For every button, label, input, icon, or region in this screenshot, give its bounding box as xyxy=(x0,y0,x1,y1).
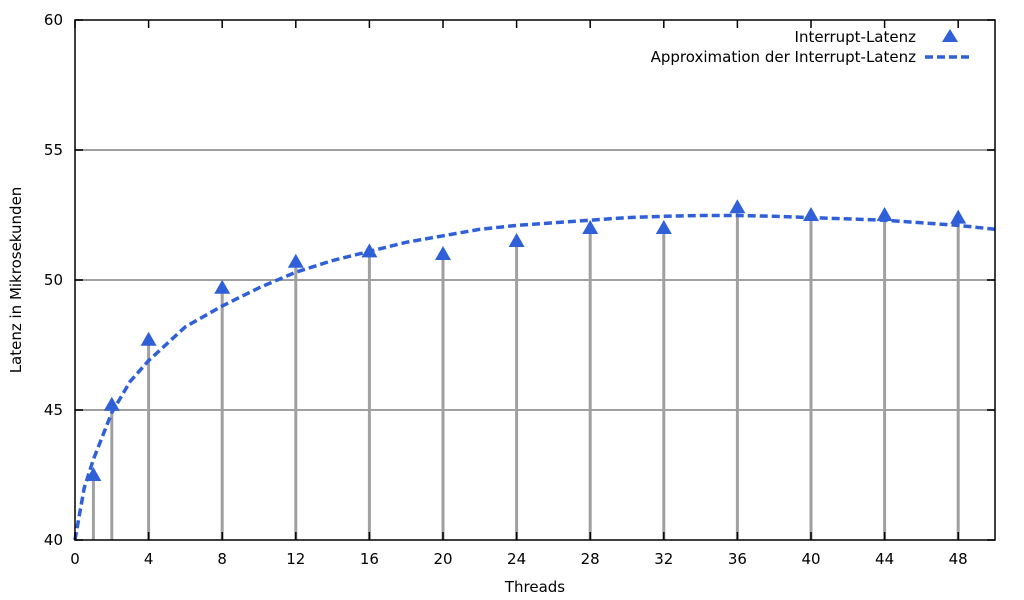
legend-marker-triangle-icon xyxy=(942,29,958,42)
y-tick-label: 50 xyxy=(44,271,63,289)
approximation-curve xyxy=(73,213,996,541)
legend: Interrupt-Latenz Approximation der Inter… xyxy=(651,28,973,66)
x-axis-label: Threads xyxy=(504,578,565,596)
impulse-layer xyxy=(91,207,960,540)
data-point-triangle xyxy=(287,253,304,268)
x-tick-label: 12 xyxy=(286,550,305,568)
x-tick-label: 20 xyxy=(433,550,452,568)
x-tick-label: 36 xyxy=(728,550,747,568)
x-tick-label: 16 xyxy=(360,550,379,568)
x-tick-label: 48 xyxy=(949,550,968,568)
y-tick-label: 45 xyxy=(44,401,63,419)
data-point-triangle xyxy=(361,243,378,258)
data-point-triangle xyxy=(103,396,120,411)
x-tick-label: 8 xyxy=(217,550,227,568)
x-tick-label: 4 xyxy=(144,550,154,568)
y-tick-label: 60 xyxy=(44,11,63,29)
data-point-triangle xyxy=(85,467,102,481)
tick-layer xyxy=(74,19,995,541)
data-point-triangle xyxy=(435,246,451,260)
data-point-triangle xyxy=(729,199,746,214)
x-tick-label: 0 xyxy=(70,550,80,568)
data-point-triangle xyxy=(655,220,672,234)
x-tick-label: 40 xyxy=(801,550,820,568)
y-axis-label: Latenz in Mikrosekunden xyxy=(7,187,25,374)
x-tick-label: 32 xyxy=(654,550,673,568)
y-tick-label: 55 xyxy=(44,141,63,159)
grid-layer xyxy=(75,149,995,411)
data-point-triangle xyxy=(140,331,157,346)
approximation-curve-layer xyxy=(73,213,996,541)
data-point-triangle xyxy=(803,207,819,221)
data-point-triangle xyxy=(876,207,893,221)
data-point-triangle xyxy=(582,220,599,234)
x-tick-label: 28 xyxy=(581,550,600,568)
data-point-triangle xyxy=(214,279,231,294)
data-point-triangle xyxy=(508,233,525,247)
data-point-layer xyxy=(85,199,967,481)
x-tick-label: 24 xyxy=(507,550,526,568)
y-tick-label: 40 xyxy=(44,531,63,549)
legend-label-approximation: Approximation der Interrupt-Latenz xyxy=(651,48,916,66)
data-point-triangle xyxy=(950,209,967,224)
legend-label-points: Interrupt-Latenz xyxy=(795,28,917,46)
x-tick-label: 44 xyxy=(875,550,894,568)
